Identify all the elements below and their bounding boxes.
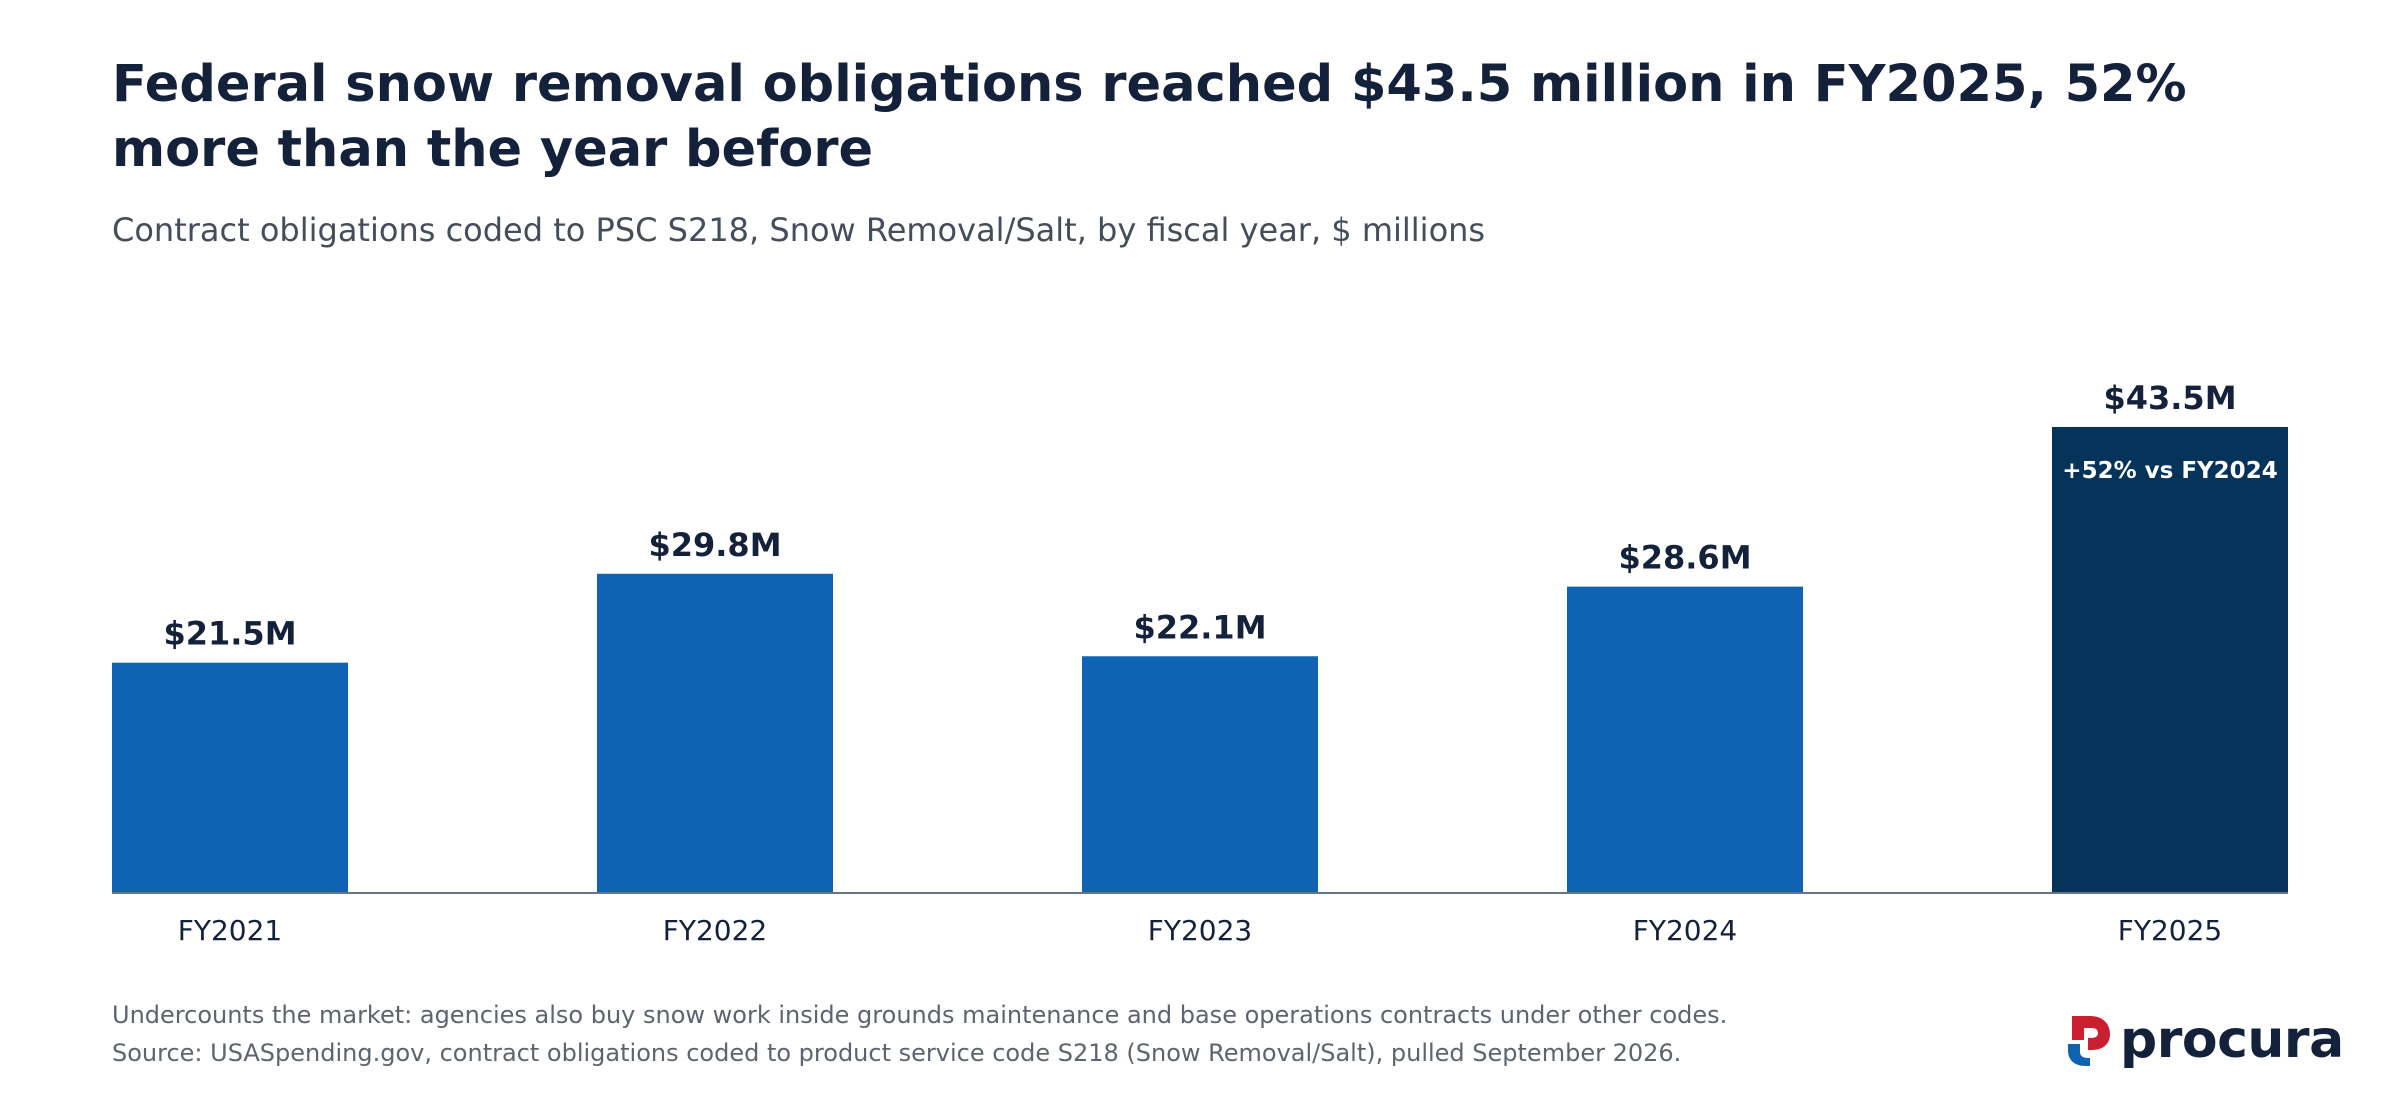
bar-chart: $21.5M FY2021 $29.8M FY2022 $22.1M FY2023 $28.…: [112, 379, 2288, 947]
chart-title: Federal snow removal obligations reached…: [112, 55, 2187, 179]
chart-footnotes: Undercounts the market: agencies also bu…: [112, 996, 1727, 1072]
category-label-fy2025: FY2025: [2118, 914, 2222, 947]
value-label-fy2025: $43.5M: [2103, 379, 2236, 417]
bar-fy2025: [2052, 427, 2288, 893]
value-label-fy2021: $21.5M: [163, 615, 296, 653]
value-label-fy2024: $28.6M: [1618, 539, 1751, 577]
procura-logo: procura: [2066, 1010, 2344, 1070]
category-label-fy2021: FY2021: [178, 914, 282, 947]
bar-fy2023: [1082, 656, 1318, 893]
procura-wordmark: procura: [2120, 1010, 2344, 1070]
category-label-fy2024: FY2024: [1633, 914, 1737, 947]
footnote-source: Source: USASpending.gov, contract obliga…: [112, 1039, 1682, 1067]
footnote-caveat: Undercounts the market: agencies also bu…: [112, 1001, 1728, 1029]
category-label-fy2023: FY2023: [1148, 914, 1252, 947]
value-label-fy2022: $29.8M: [648, 526, 781, 564]
chart-subtitle: Contract obligations coded to PSC S218, …: [112, 211, 1486, 249]
bar-fy2022: [597, 573, 833, 893]
bar-annotation: +52% vs FY2024: [2062, 458, 2277, 484]
value-label-fy2023: $22.1M: [1133, 608, 1266, 646]
bar-fy2021: [112, 662, 348, 893]
bar-fy2024: [1567, 586, 1803, 893]
category-label-fy2022: FY2022: [663, 914, 767, 947]
procura-logo-mark-icon: [2068, 1016, 2110, 1066]
